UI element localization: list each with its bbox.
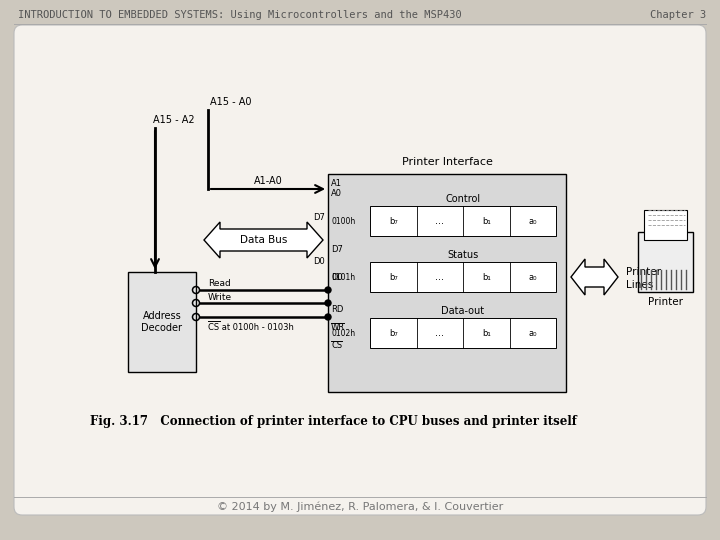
Text: A0: A0: [331, 190, 342, 199]
Bar: [638, 232, 693, 292]
Text: Chapter 3: Chapter 3: [649, 10, 706, 20]
Text: b₇: b₇: [389, 328, 397, 338]
Text: Lines: Lines: [626, 280, 653, 290]
Text: Read: Read: [208, 280, 230, 288]
Text: RD: RD: [331, 306, 343, 314]
Text: Data Bus: Data Bus: [240, 235, 287, 245]
Bar: [328, 174, 566, 392]
FancyBboxPatch shape: [14, 25, 706, 515]
Text: A15 - A2: A15 - A2: [153, 115, 194, 125]
Text: Write: Write: [208, 293, 232, 301]
Text: CS at 0100h - 0103h: CS at 0100h - 0103h: [208, 322, 294, 332]
Text: b₇: b₇: [389, 217, 397, 226]
Text: Decoder: Decoder: [142, 323, 182, 333]
Text: Status: Status: [447, 250, 479, 260]
Text: Fig. 3.17   Connection of printer interface to CPU buses and printer itself: Fig. 3.17 Connection of printer interfac…: [90, 415, 577, 429]
Circle shape: [325, 287, 331, 293]
Polygon shape: [204, 222, 323, 258]
Text: Printer Interface: Printer Interface: [402, 157, 492, 167]
Text: b₁: b₁: [482, 328, 490, 338]
Text: D7: D7: [313, 213, 325, 222]
Text: b₇: b₇: [389, 273, 397, 281]
Bar: [370, 206, 556, 236]
Circle shape: [325, 314, 331, 320]
Text: a₀: a₀: [528, 273, 537, 281]
Text: 0101h: 0101h: [332, 273, 356, 281]
Text: INTRODUCTION TO EMBEDDED SYSTEMS: Using Microcontrollers and the MSP430: INTRODUCTION TO EMBEDDED SYSTEMS: Using …: [18, 10, 462, 20]
Bar: [128, 272, 196, 372]
Text: Printer: Printer: [648, 297, 683, 307]
Bar: [644, 210, 687, 240]
Text: ...: ...: [436, 328, 444, 338]
Bar: [370, 318, 556, 348]
Text: Data-out: Data-out: [441, 306, 485, 316]
Text: D0: D0: [331, 273, 343, 282]
Bar: [370, 262, 556, 292]
Text: Control: Control: [446, 194, 480, 204]
Text: a₀: a₀: [528, 328, 537, 338]
Text: ...: ...: [436, 216, 444, 226]
Circle shape: [325, 300, 331, 306]
Text: D0: D0: [313, 258, 325, 267]
Text: © 2014 by M. Jiménez, R. Palomera, & I. Couvertier: © 2014 by M. Jiménez, R. Palomera, & I. …: [217, 502, 503, 512]
Text: WR: WR: [331, 323, 345, 333]
Text: b₁: b₁: [482, 273, 490, 281]
Text: CS: CS: [331, 341, 342, 350]
Text: a₀: a₀: [528, 217, 537, 226]
Polygon shape: [571, 259, 618, 295]
Text: 0100h: 0100h: [332, 217, 356, 226]
Text: 0102h: 0102h: [332, 328, 356, 338]
Text: A1-A0: A1-A0: [253, 176, 282, 186]
Text: A15 - A0: A15 - A0: [210, 97, 251, 107]
Text: ...: ...: [436, 272, 444, 282]
Text: b₁: b₁: [482, 217, 490, 226]
Text: Printer: Printer: [626, 267, 661, 277]
Text: D7: D7: [331, 246, 343, 254]
Text: A1: A1: [331, 179, 342, 188]
Text: Address: Address: [143, 311, 181, 321]
